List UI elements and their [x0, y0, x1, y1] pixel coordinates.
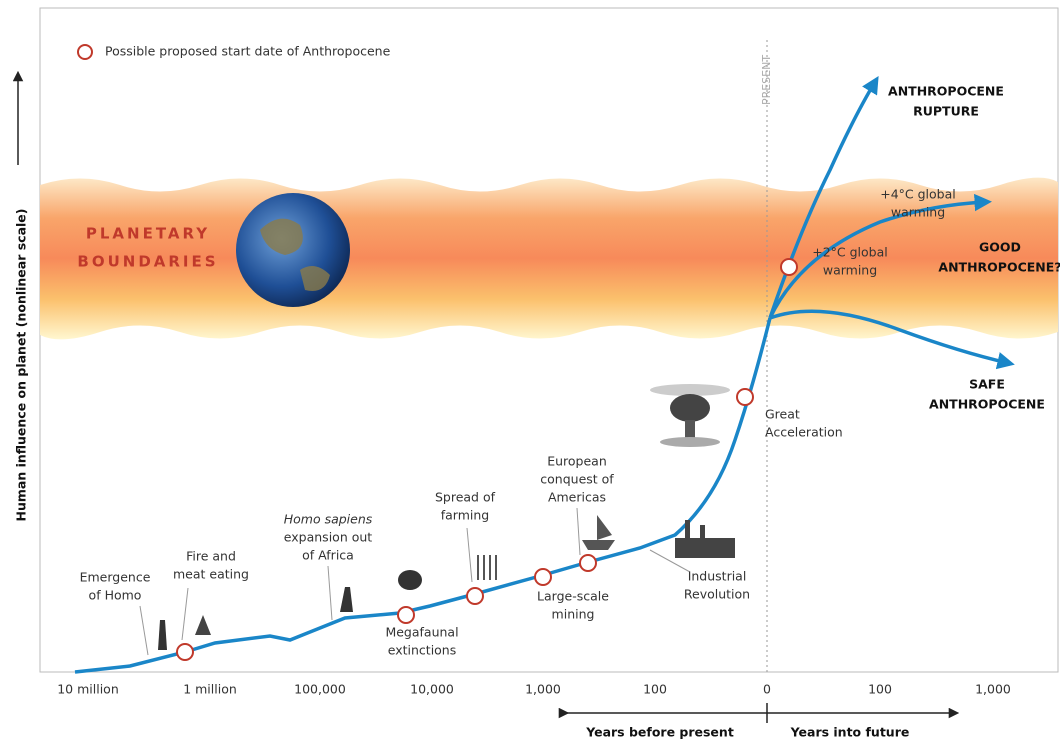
annotation: Industrial — [688, 569, 747, 584]
scenario-label: ANTHROPOCENE? — [938, 260, 1060, 275]
legend-text: Possible proposed start date of Anthropo… — [105, 44, 391, 59]
x-axis-label: Years before present — [585, 725, 734, 740]
x-tick-label: 1,000 — [975, 682, 1011, 697]
x-axis-label: Years into future — [790, 725, 910, 740]
x-tick-label: 100 — [868, 682, 892, 697]
annotation: Megafaunal — [385, 625, 458, 640]
trajectory — [74, 317, 772, 674]
annotation: mining — [552, 607, 595, 622]
annotation: +2°C global — [812, 245, 888, 260]
band-label: BOUNDARIES — [77, 253, 218, 271]
annotation: farming — [441, 508, 490, 523]
warming-path — [768, 193, 992, 319]
annotation: European — [547, 454, 607, 469]
annotation: warming — [823, 263, 877, 278]
earth-land — [260, 218, 330, 291]
annotation: Fire and — [186, 549, 236, 564]
scenario-label: GOOD — [979, 240, 1021, 255]
annotation: extinctions — [388, 643, 457, 658]
scenario-label: SAFE — [969, 377, 1005, 392]
annotation: of Africa — [302, 548, 354, 563]
annotation: Large-scale — [537, 589, 609, 604]
scenario-label: RUPTURE — [913, 104, 979, 119]
x-tick-label: 10 million — [57, 682, 119, 697]
annotation: Revolution — [684, 587, 750, 602]
x-tick-label: 100 — [643, 682, 667, 697]
icons — [158, 384, 735, 650]
x-tick-label: 1,000 — [525, 682, 561, 697]
safe-path — [769, 309, 1015, 370]
x-tick-label: 100,000 — [294, 682, 346, 697]
x-tick-label: 1 million — [183, 682, 237, 697]
start-dates — [176, 258, 798, 661]
x-tick-label: 0 — [763, 682, 771, 697]
annotation: Spread of — [435, 490, 496, 505]
x-tick-label: 10,000 — [410, 682, 454, 697]
annotation: Homo sapiens — [284, 512, 373, 527]
scenario-label: ANTHROPOCENE — [929, 397, 1045, 412]
scenario-label: ANTHROPOCENE — [888, 84, 1004, 99]
annotation: expansion out — [284, 530, 372, 545]
annotation: meat eating — [173, 567, 249, 582]
frame — [39, 7, 1059, 673]
annotation: of Homo — [89, 588, 142, 603]
annotation: conquest of — [540, 472, 614, 487]
y-axis-label: Human influence on planet (nonlinear sca… — [14, 208, 29, 521]
annotation: Emergence — [80, 570, 151, 585]
annotation: Americas — [548, 490, 606, 505]
annotation: warming — [891, 205, 945, 220]
annotation: +4°C global — [880, 187, 956, 202]
annotation: Acceleration — [765, 425, 843, 440]
legend-marker — [77, 44, 93, 60]
pointer-lines — [139, 507, 691, 656]
band-label: PLANETARY — [86, 225, 210, 243]
present-label: PRESENT — [760, 55, 773, 105]
annotation: Great — [765, 407, 800, 422]
